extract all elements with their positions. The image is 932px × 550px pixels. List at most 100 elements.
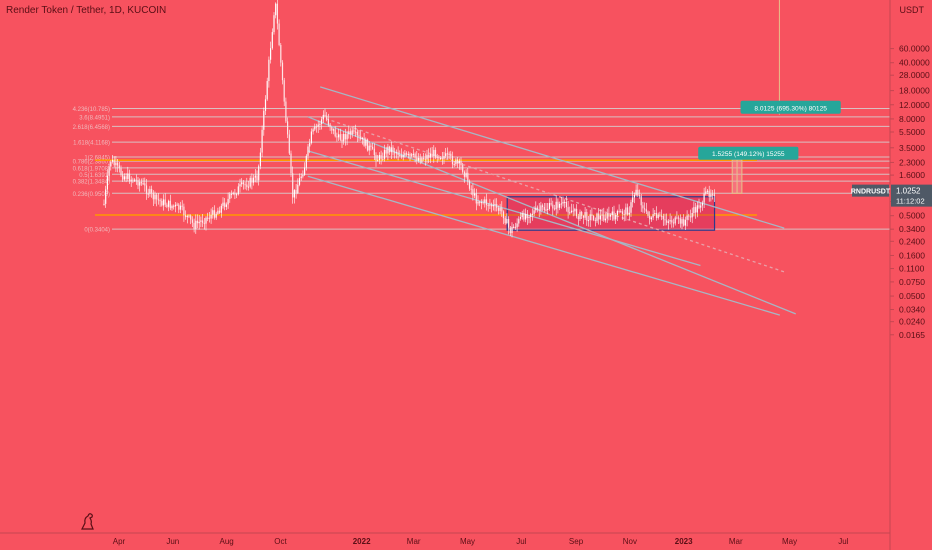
candle-body [577, 216, 579, 220]
price-axis-label: 0.0240 [899, 317, 925, 327]
candle-body [202, 220, 204, 223]
ticker-label: RNDRUSDT [851, 189, 891, 196]
candle-body [623, 214, 625, 216]
candle-body [389, 146, 391, 153]
candle-body [315, 126, 318, 128]
candle-body [256, 175, 258, 181]
candle-body [652, 214, 654, 218]
candle-body [241, 182, 243, 185]
candle-body [334, 129, 336, 137]
candle-body [591, 214, 593, 217]
candle-body [686, 215, 688, 220]
time-axis-label: Sep [569, 537, 584, 546]
candle-body [156, 194, 158, 200]
candle-body [482, 202, 484, 204]
candle-body [501, 207, 503, 212]
ticker-label-bg [852, 184, 889, 197]
candle-body [426, 154, 428, 160]
candle-body [703, 193, 705, 203]
candle-body [159, 200, 161, 202]
price-axis-label: 3.5000 [899, 143, 925, 153]
candle-body [531, 213, 534, 215]
fib-level-label: 0.786(2.3860) [73, 160, 110, 166]
candle-body [535, 207, 537, 211]
candle-body [309, 143, 311, 147]
fib-level-label: 0.5(1.6391) [79, 173, 110, 179]
candle-body [213, 210, 216, 218]
candle-body [244, 184, 246, 186]
dinosaur-glyph [81, 513, 94, 530]
candle-body [526, 213, 528, 219]
candle-body [615, 215, 617, 220]
candle-body [604, 218, 607, 221]
candle-body [489, 204, 491, 206]
candle-body [151, 189, 153, 193]
candle-body [655, 213, 658, 218]
candle-body [358, 135, 360, 137]
candle-body [179, 205, 182, 210]
candle-body [326, 115, 328, 119]
candle-body [273, 15, 275, 33]
price-axis-label: 0.0500 [899, 291, 925, 301]
candle-body [414, 153, 416, 158]
price-axis-label: 2.3000 [899, 157, 925, 167]
candle-body [407, 154, 409, 156]
candle-body [331, 127, 333, 131]
candle-body [667, 221, 670, 223]
price-axis-label: 0.0750 [899, 277, 925, 287]
candle-body [130, 179, 132, 182]
candle-body [630, 202, 632, 213]
candle-body [620, 211, 622, 213]
candle-body [542, 205, 544, 208]
candle-body [411, 154, 413, 156]
candle-body [258, 166, 260, 181]
candle-body [295, 190, 297, 194]
candle-body [674, 217, 676, 224]
candle-body [647, 211, 649, 216]
candle-body [268, 59, 270, 82]
candle-body [525, 213, 527, 220]
candle-body [628, 212, 630, 215]
candle-body [377, 160, 379, 162]
candle-body [127, 173, 129, 180]
candle-body [472, 189, 474, 196]
candle-body [621, 211, 624, 215]
candle-body [635, 189, 637, 195]
candle-body [438, 156, 440, 159]
candle-body [383, 149, 386, 159]
candle-body [441, 157, 443, 159]
candle-body [368, 145, 370, 151]
candle-body [649, 215, 651, 220]
candle-body [428, 154, 430, 158]
candles [103, 0, 715, 238]
candle-body [693, 207, 695, 213]
tradingview-dinosaur-icon[interactable] [80, 512, 96, 535]
candle-body [348, 131, 350, 135]
candle-body [587, 220, 590, 222]
candle-body [227, 198, 229, 205]
time-axis[interactable]: Apr Jun Aug Oct 2022 Mar May Jul Sep Nov 2023 Mar Ma… [113, 537, 849, 546]
candle-body [111, 160, 114, 162]
candle-body [327, 118, 330, 125]
price-axis-label: 60.0000 [899, 44, 930, 54]
candle-body [203, 222, 205, 224]
candle-body [283, 80, 285, 102]
candle-body [713, 194, 715, 196]
candle-body [570, 210, 573, 213]
candle-body [147, 193, 149, 195]
candle-body [110, 161, 112, 167]
candle-body [611, 211, 613, 215]
candle-body [236, 194, 238, 196]
candle-body [200, 220, 202, 222]
candle-body [610, 214, 612, 217]
candle-body [538, 209, 540, 211]
candle-body [584, 212, 586, 218]
candle-body [406, 153, 408, 155]
fib-level-label: 0.236(0.9505) [73, 192, 110, 198]
candle-body [178, 204, 180, 210]
candle-body [292, 173, 294, 198]
time-axis-label: Jun [166, 537, 179, 546]
candle-body [565, 201, 568, 208]
candle-body [640, 196, 642, 206]
